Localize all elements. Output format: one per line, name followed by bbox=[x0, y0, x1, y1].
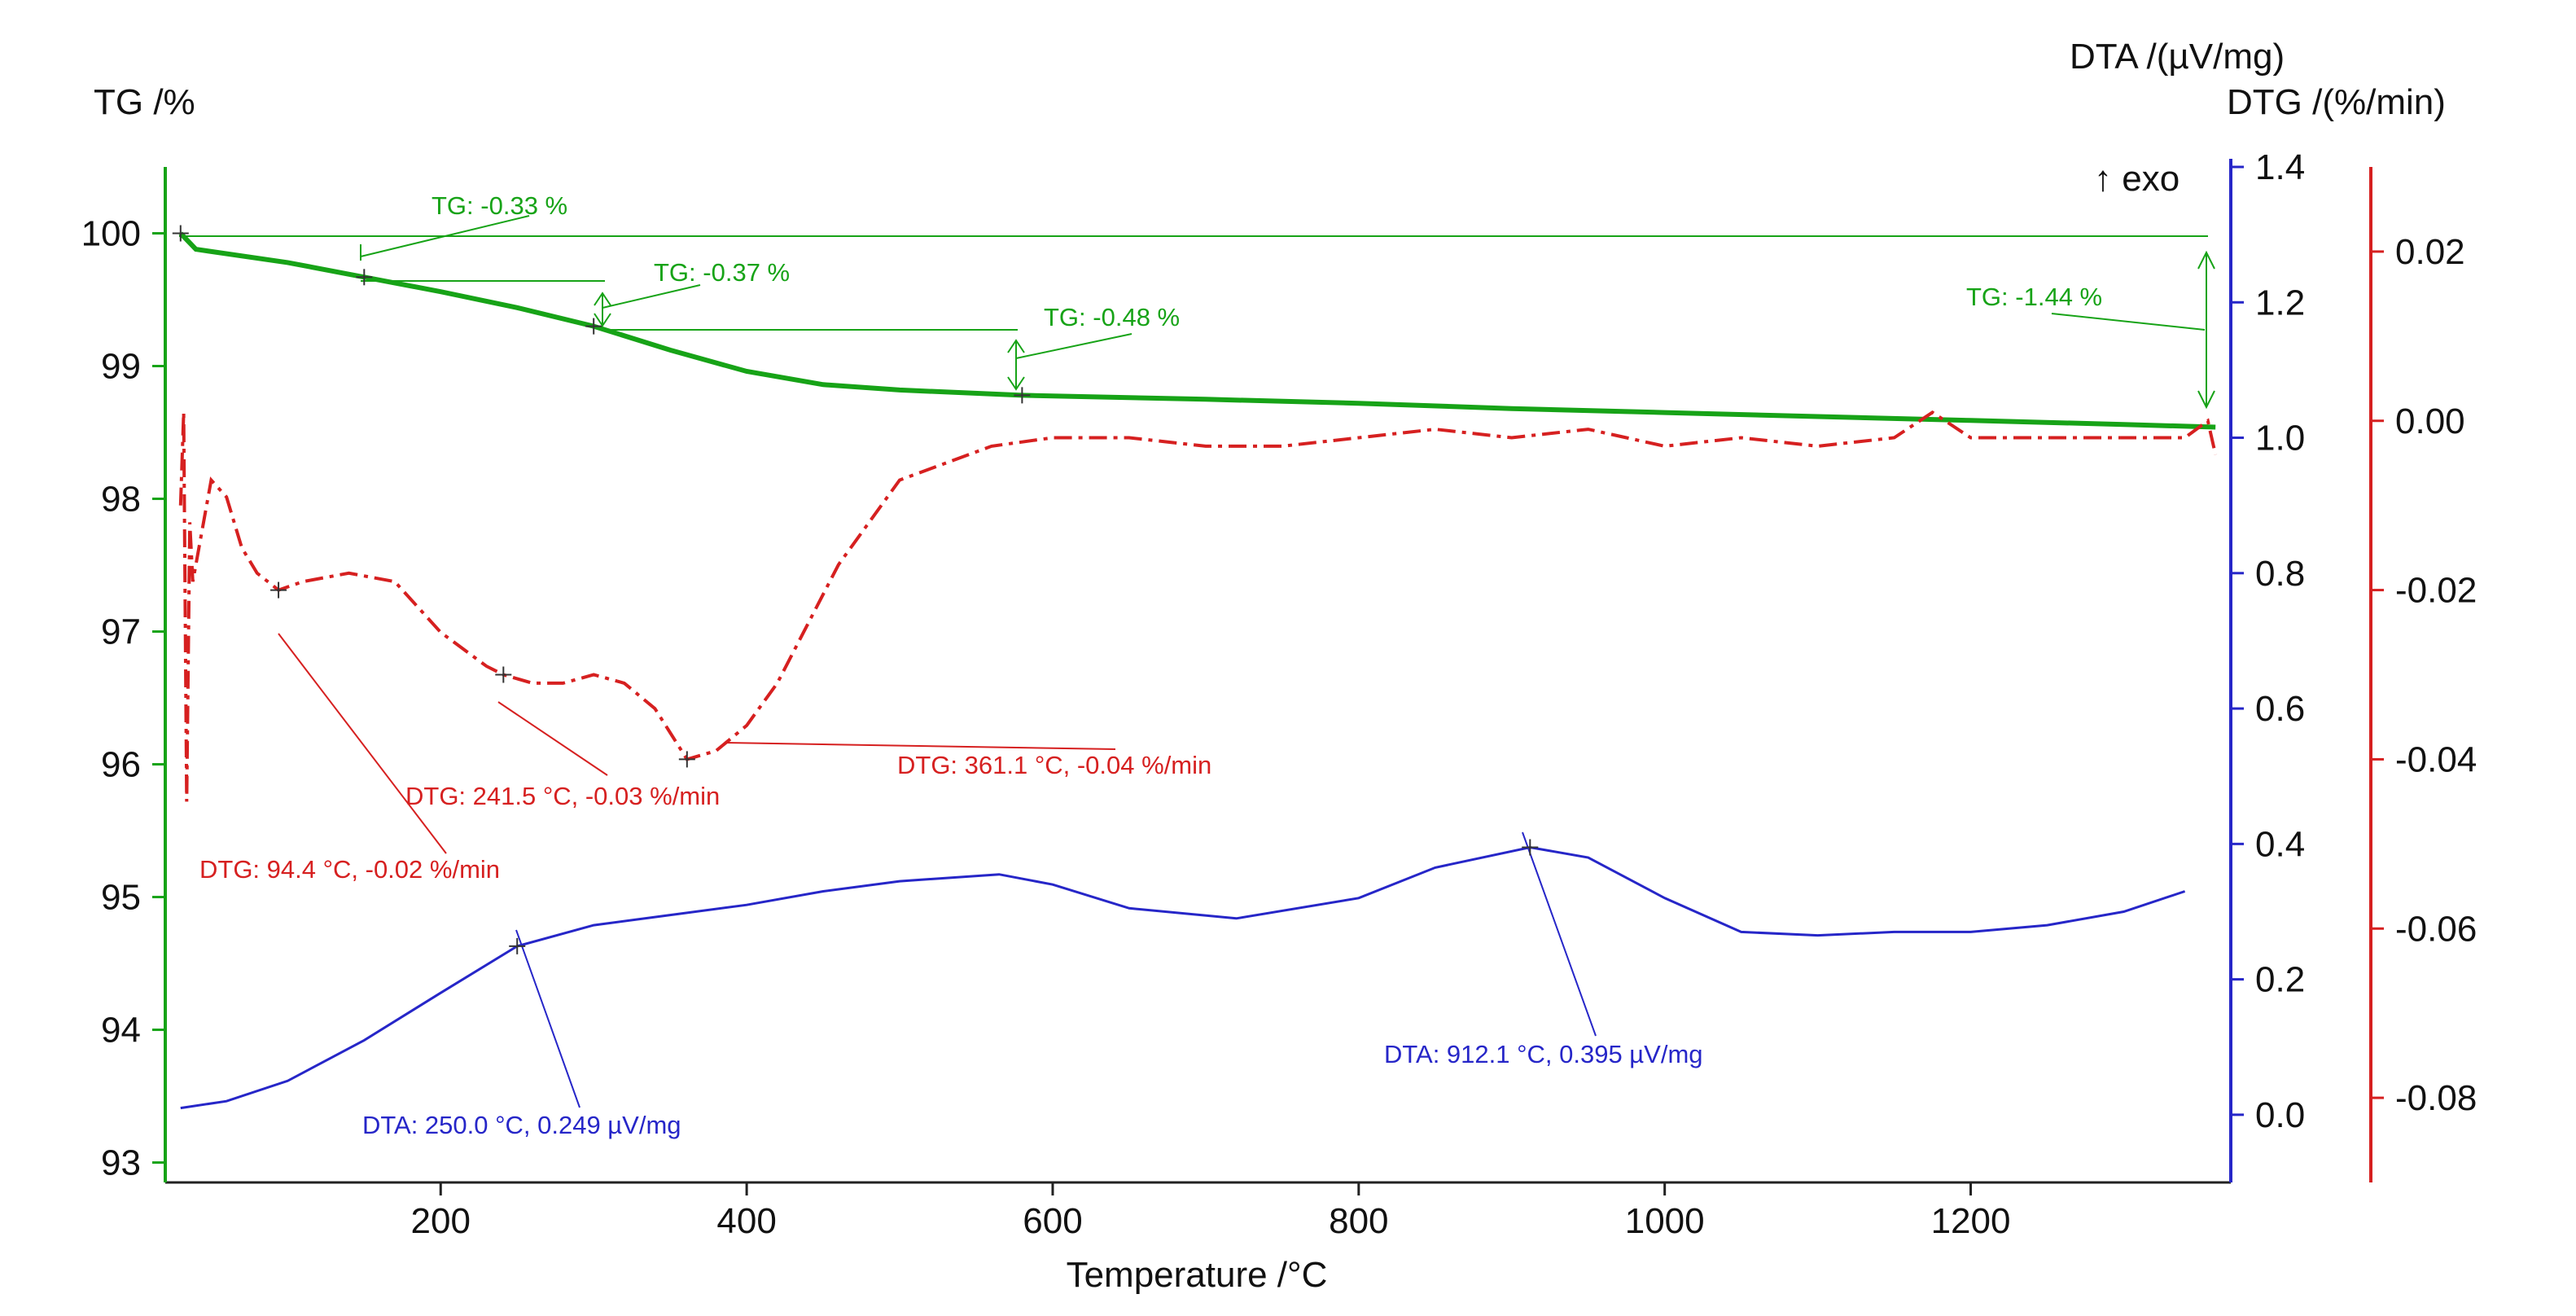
dta-tick-label: 0.6 bbox=[2255, 689, 2305, 729]
peak-markers bbox=[172, 225, 1539, 954]
annotation-leaders bbox=[278, 215, 2206, 1108]
dtg-tick-label: -0.06 bbox=[2395, 909, 2477, 949]
series-dta bbox=[180, 845, 2186, 1110]
tg-tick-label: 95 bbox=[101, 878, 141, 918]
tg-step-markers bbox=[360, 244, 2215, 410]
tg-tick-label: 94 bbox=[101, 1011, 141, 1051]
dtg-annotation-1: DTG: 94.4 °C, -0.02 %/min bbox=[199, 855, 500, 884]
x-tick-label: 400 bbox=[716, 1201, 776, 1241]
dtg-tick-label: -0.04 bbox=[2395, 739, 2477, 779]
ticks: 200 400 600 800 1000 1200 93 94 95 96 97 98 99 100 0.0… bbox=[81, 147, 2477, 1241]
exo-indicator: ↑ exo bbox=[2094, 159, 2180, 199]
dtg-tick-label: -0.02 bbox=[2395, 571, 2477, 611]
dtg-tick-label: 0.00 bbox=[2395, 401, 2465, 441]
dta-tick-label: 0.2 bbox=[2255, 960, 2305, 1000]
dta-axis-title: DTA /(µV/mg) bbox=[2070, 37, 2285, 77]
tg-annotation-3: TG: -0.48 % bbox=[1044, 303, 1180, 331]
dta-tick-label: 1.4 bbox=[2255, 147, 2305, 187]
tg-tick-label: 98 bbox=[101, 480, 141, 520]
dtg-tick-label: 0.02 bbox=[2395, 232, 2465, 272]
series-tg bbox=[178, 231, 2216, 430]
dtg-annotation-3: DTG: 361.1 °C, -0.04 %/min bbox=[897, 751, 1211, 779]
tg-annotation-1: TG: -0.33 % bbox=[432, 191, 567, 220]
dta-annotation-2: DTA: 912.1 °C, 0.395 µV/mg bbox=[1384, 1040, 1703, 1068]
tg-tick-label: 99 bbox=[101, 347, 141, 387]
dta-tick-label: 0.0 bbox=[2255, 1095, 2305, 1135]
dta-annotation-1: DTA: 250.0 °C, 0.249 µV/mg bbox=[362, 1111, 681, 1139]
series-dtg bbox=[178, 410, 2218, 802]
x-tick-label: 200 bbox=[411, 1201, 471, 1241]
dta-tick-label: 0.8 bbox=[2255, 554, 2305, 594]
x-tick-label: 1000 bbox=[1625, 1201, 1705, 1241]
dtg-annotation-2: DTG: 241.5 °C, -0.03 %/min bbox=[405, 782, 720, 810]
x-tick-label: 600 bbox=[1023, 1201, 1082, 1241]
axes bbox=[164, 159, 2372, 1184]
tg-axis-title: TG /% bbox=[94, 82, 195, 122]
tg-tick-label: 93 bbox=[101, 1143, 141, 1183]
x-tick-label: 1200 bbox=[1931, 1201, 2011, 1241]
x-tick-label: 800 bbox=[1329, 1201, 1388, 1241]
tg-annotation-4: TG: -1.44 % bbox=[1966, 283, 2102, 311]
tg-annotation-2: TG: -0.37 % bbox=[654, 258, 790, 287]
tg-tick-label: 100 bbox=[81, 214, 141, 254]
dta-tick-label: 1.0 bbox=[2255, 419, 2305, 458]
x-axis-title: Temperature /°C bbox=[1067, 1255, 1328, 1295]
dta-tick-label: 0.4 bbox=[2255, 824, 2305, 864]
tg-tick-label: 96 bbox=[101, 745, 141, 785]
dtg-axis-title: DTG /(%/min) bbox=[2227, 82, 2446, 122]
dta-tick-label: 1.2 bbox=[2255, 283, 2305, 322]
dtg-tick-label: -0.08 bbox=[2395, 1078, 2477, 1118]
tg-tick-label: 97 bbox=[101, 612, 141, 652]
